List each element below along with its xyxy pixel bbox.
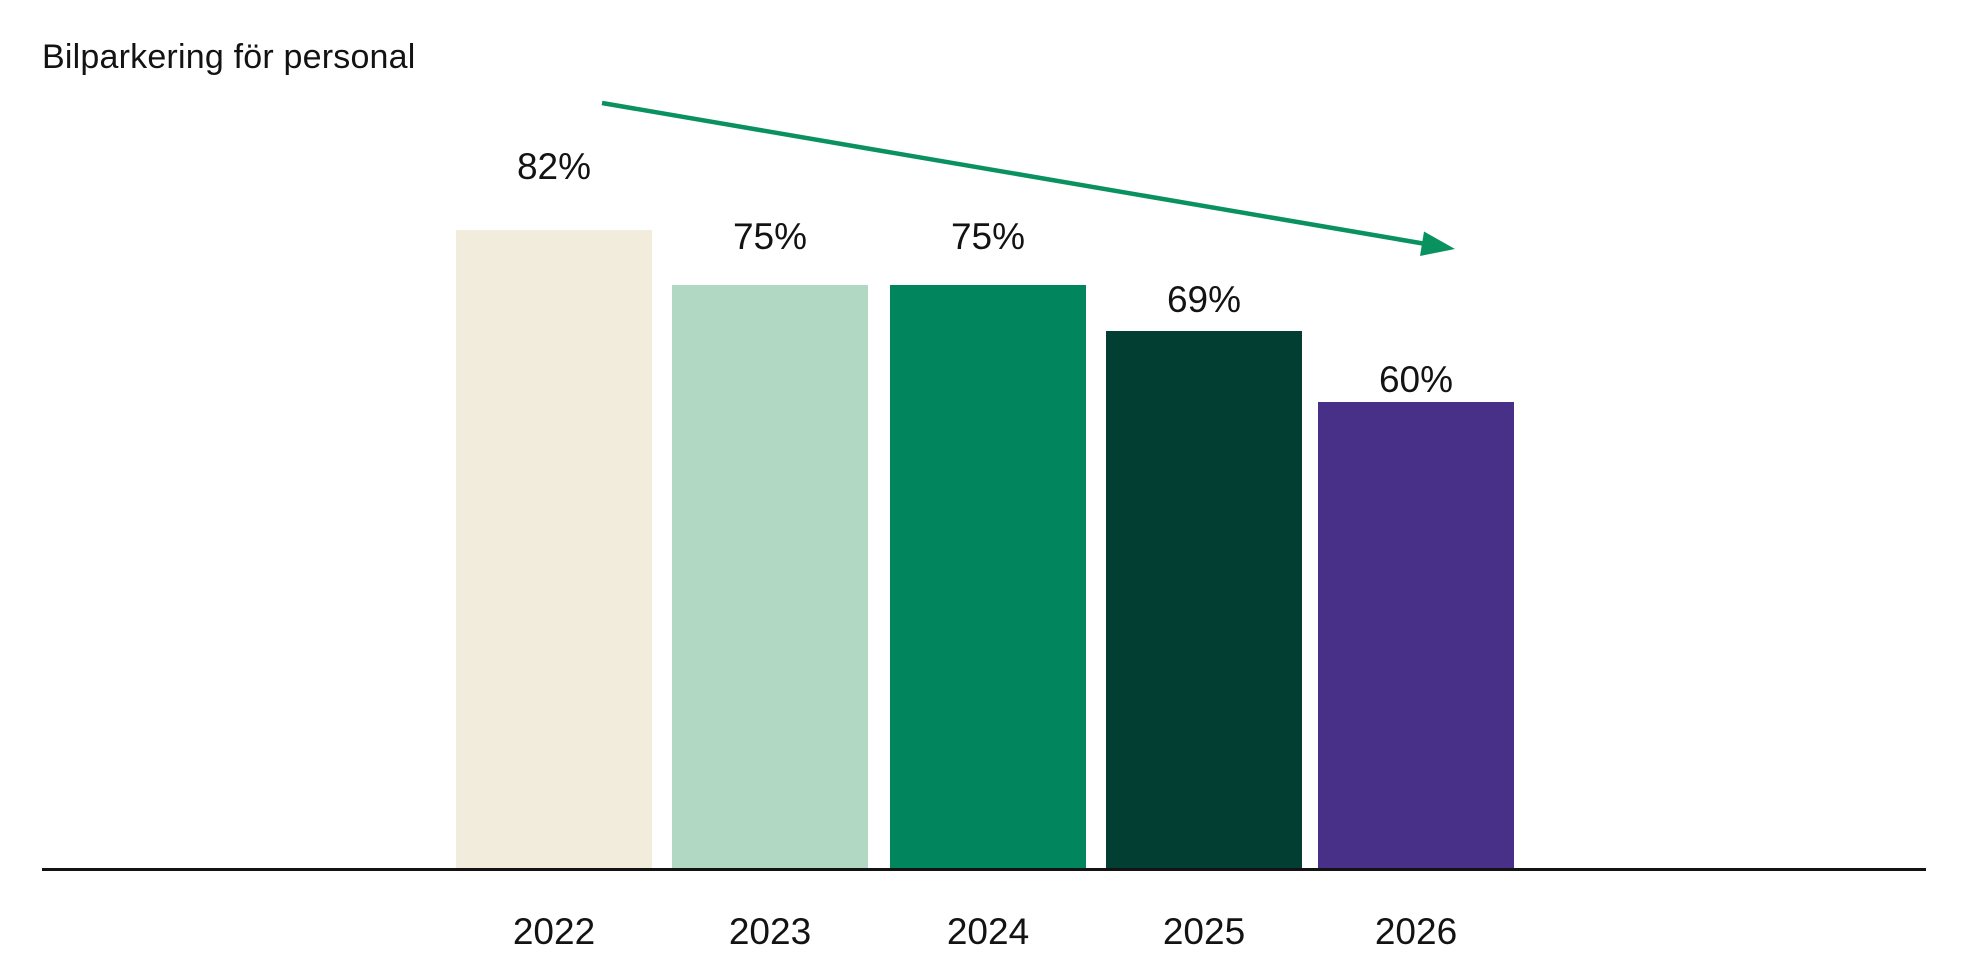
bar-value-label: 60%	[1378, 359, 1454, 400]
bar-value-label: 75%	[950, 216, 1026, 257]
trend-arrow-head-icon	[1420, 231, 1455, 256]
x-tick-label: 2026	[1374, 911, 1458, 952]
bar-value-label: 69%	[1166, 279, 1242, 320]
bar-2026	[1318, 402, 1514, 870]
bar-2024	[890, 285, 1086, 870]
bar-2025	[1106, 331, 1302, 870]
x-tick-label: 2024	[946, 911, 1030, 952]
bar-2023	[672, 285, 868, 870]
x-axis-line	[42, 868, 1926, 871]
x-tick-label: 2022	[512, 911, 596, 952]
chart-title: Bilparkering för personal	[42, 38, 416, 76]
x-tick-label: 2023	[728, 911, 812, 952]
bar-value-label: 82%	[516, 146, 592, 187]
x-tick-label: 2025	[1162, 911, 1246, 952]
bar-value-label: 75%	[732, 216, 808, 257]
bar-2022	[456, 230, 652, 870]
